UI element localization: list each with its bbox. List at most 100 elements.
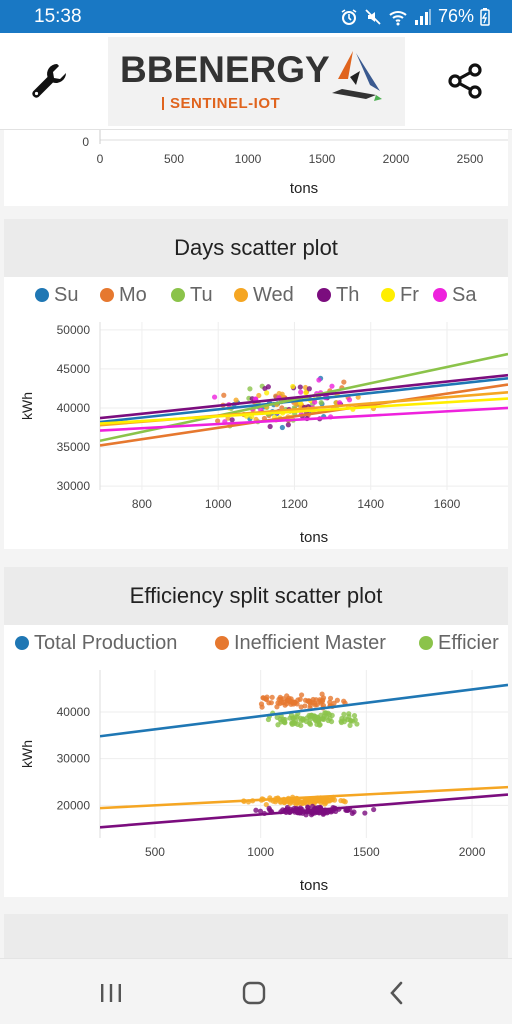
- data-point: [280, 425, 285, 430]
- x-axis-label: tons: [290, 180, 318, 197]
- legend-marker: [171, 288, 185, 302]
- data-point: [303, 390, 308, 395]
- data-point: [285, 805, 290, 810]
- data-point: [329, 719, 334, 724]
- legend-label: Mo: [119, 284, 147, 306]
- legend-label: Fr: [400, 284, 419, 306]
- days-scatter-chart[interactable]: Su Mo Tu Wed Th Fr Sa 800 1000 1200 1400 1600 30000 3…: [4, 277, 508, 549]
- recents-button[interactable]: [87, 973, 135, 1013]
- data-point: [221, 393, 226, 398]
- y-tick-label: 30000: [57, 752, 91, 766]
- data-point: [259, 701, 264, 706]
- data-point: [260, 695, 265, 700]
- next-section-header: ·: [4, 914, 508, 960]
- data-point: [347, 723, 352, 728]
- y-tick-label: 30000: [57, 479, 91, 493]
- data-point: [247, 386, 252, 391]
- legend-marker: [317, 288, 331, 302]
- y-tick-label: 20000: [57, 798, 91, 812]
- x-tick-label: 1000: [205, 497, 232, 511]
- efficiency-scatter-chart[interactable]: Total Production Inefficient Master Effici…: [4, 625, 508, 897]
- y-tick-label: 40000: [57, 705, 91, 719]
- recents-icon: [98, 982, 124, 1004]
- data-point: [264, 390, 269, 395]
- back-button[interactable]: [373, 973, 421, 1013]
- data-point: [233, 398, 238, 403]
- data-point: [371, 807, 376, 812]
- home-icon: [241, 980, 267, 1006]
- data-point: [266, 384, 271, 389]
- data-point: [298, 384, 303, 389]
- data-point: [341, 699, 346, 704]
- data-point: [320, 716, 325, 721]
- data-point: [320, 699, 325, 704]
- legend-marker: [419, 636, 433, 650]
- data-point: [307, 721, 312, 726]
- legend-marker: [433, 288, 447, 302]
- data-point: [275, 700, 280, 705]
- data-point: [312, 716, 317, 721]
- data-point: [300, 716, 305, 721]
- top-partial-chart-svg: 0 0 500 1000 1500 2000 2500 tons: [4, 130, 508, 206]
- status-icons: 76%: [340, 6, 490, 27]
- days-section-title: Days scatter plot: [4, 219, 508, 277]
- data-point: [348, 718, 353, 723]
- y-tick-label: 0: [82, 135, 89, 149]
- dashboard-content[interactable]: 0 0 500 1000 1500 2000 2500 tons Days sc…: [0, 130, 512, 960]
- x-tick-label: 500: [145, 845, 165, 859]
- data-point: [347, 397, 352, 402]
- data-point: [285, 698, 290, 703]
- top-partial-chart: 0 0 500 1000 1500 2000 2500 tons: [4, 130, 508, 206]
- efficiency-section-title: Efficiency split scatter plot: [4, 567, 508, 625]
- x-tick-label: 1400: [357, 497, 384, 511]
- trend-line: [100, 685, 508, 736]
- data-point: [253, 808, 258, 813]
- x-tick-label: 1000: [247, 845, 274, 859]
- data-point: [212, 394, 217, 399]
- data-point: [322, 710, 327, 715]
- mute-icon: [364, 8, 382, 26]
- data-point: [313, 702, 318, 707]
- back-icon: [386, 980, 408, 1006]
- data-point: [278, 800, 283, 805]
- legend-marker: [100, 288, 114, 302]
- share-button[interactable]: [441, 57, 489, 105]
- legend-marker: [35, 288, 49, 302]
- data-point: [302, 703, 307, 708]
- data-point: [327, 798, 332, 803]
- data-point: [270, 695, 275, 700]
- data-point: [306, 698, 311, 703]
- y-tick-label: 50000: [57, 323, 91, 337]
- legend-label: Total Production: [34, 632, 177, 654]
- data-point: [352, 713, 357, 718]
- data-point: [281, 719, 286, 724]
- legend-label: Wed: [253, 284, 294, 306]
- x-tick-label: 0: [97, 152, 104, 166]
- legend-label: Th: [336, 284, 359, 306]
- data-point: [290, 722, 295, 727]
- x-tick-label: 1000: [235, 152, 262, 166]
- data-point: [269, 700, 274, 705]
- settings-button[interactable]: [25, 57, 73, 105]
- logo-mark-icon: [326, 49, 384, 107]
- data-point: [282, 703, 287, 708]
- data-point: [319, 692, 324, 697]
- y-axis-label: kWh: [19, 740, 35, 768]
- legend-label: Su: [54, 284, 78, 306]
- data-point: [307, 386, 312, 391]
- data-point: [339, 716, 344, 721]
- data-point: [329, 384, 334, 389]
- data-point: [230, 417, 235, 422]
- share-icon: [446, 62, 484, 100]
- legend-marker: [15, 636, 29, 650]
- x-tick-label: 1600: [434, 497, 461, 511]
- app-logo: BBENERGY SENTINEL-IOT: [108, 37, 405, 126]
- data-point: [341, 379, 346, 384]
- data-point: [350, 811, 355, 816]
- data-point: [298, 390, 303, 395]
- data-point: [320, 799, 325, 804]
- home-button[interactable]: [230, 973, 278, 1013]
- data-point: [319, 400, 324, 405]
- battery-icon: [480, 8, 490, 26]
- logo-title: BBENERGY: [120, 49, 330, 91]
